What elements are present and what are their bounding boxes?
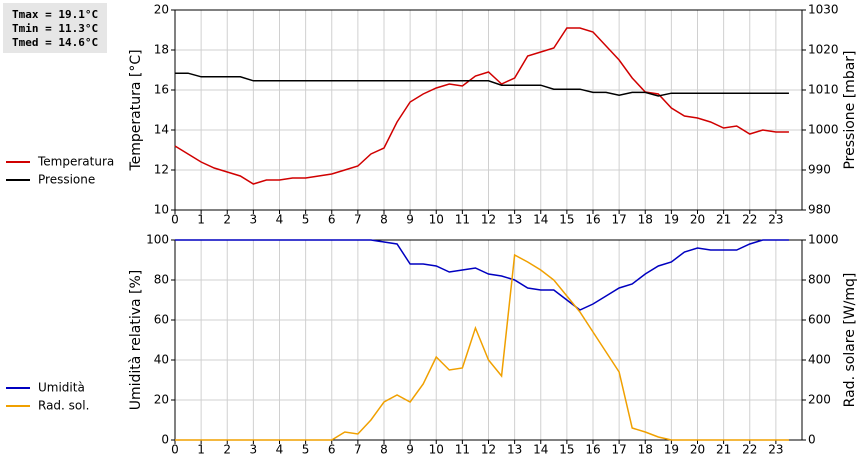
- x-tick-label: 4: [276, 443, 284, 457]
- x-tick-label: 3: [250, 443, 258, 457]
- x-tick-label: 5: [302, 443, 310, 457]
- x-tick-label: 21: [716, 213, 731, 227]
- y2-tick-label: 0: [808, 433, 816, 447]
- x-tick-label: 17: [611, 443, 626, 457]
- info-box: [3, 3, 107, 53]
- y-tick-label: 10: [154, 203, 169, 217]
- y2-tick-label: 1020: [808, 43, 839, 57]
- y2-axis-label: Rad. solare [W/mq]: [842, 273, 858, 408]
- x-tick-label: 18: [638, 213, 653, 227]
- y-axis-label: Temperatura [°C]: [128, 49, 144, 171]
- y-tick-label: 12: [154, 163, 169, 177]
- y2-tick-label: 800: [808, 273, 831, 287]
- y-tick-label: 20: [154, 3, 169, 17]
- x-tick-label: 15: [559, 443, 574, 457]
- x-tick-label: 20: [690, 213, 705, 227]
- plot-frame: [174, 239, 803, 441]
- x-tick-label: 19: [664, 443, 679, 457]
- x-tick-label: 13: [507, 213, 522, 227]
- x-tick-label: 10: [429, 443, 444, 457]
- x-tick-label: 8: [380, 443, 388, 457]
- x-tick-label: 8: [380, 213, 388, 227]
- y2-axis-label: Pressione [mbar]: [842, 50, 858, 169]
- x-tick-label: 9: [406, 213, 414, 227]
- annotation: Tmed = 14.6°C: [12, 36, 98, 49]
- series-line: [175, 253, 789, 441]
- y2-tick-label: 1010: [808, 83, 839, 97]
- x-tick-label: 16: [585, 443, 600, 457]
- y2-tick-label: 1000: [808, 233, 839, 247]
- y-tick-label: 60: [154, 313, 169, 327]
- y2-tick-label: 990: [808, 163, 831, 177]
- x-tick-label: 22: [742, 213, 757, 227]
- x-tick-label: 23: [768, 443, 783, 457]
- x-tick-label: 11: [455, 213, 470, 227]
- x-tick-label: 7: [354, 213, 362, 227]
- x-tick-label: 14: [533, 213, 548, 227]
- x-tick-label: 0: [171, 213, 179, 227]
- x-tick-label: 12: [481, 213, 496, 227]
- y-tick-label: 100: [146, 233, 169, 247]
- x-tick-label: 21: [716, 443, 731, 457]
- x-tick-label: 20: [690, 443, 705, 457]
- x-tick-label: 6: [328, 443, 336, 457]
- y2-tick-label: 980: [808, 203, 831, 217]
- x-tick-label: 12: [481, 443, 496, 457]
- series-line: [175, 72, 789, 97]
- x-tick-label: 2: [223, 443, 231, 457]
- y2-tick-label: 400: [808, 353, 831, 367]
- y2-tick-label: 200: [808, 393, 831, 407]
- annotation: Tmax = 19.1°C: [12, 8, 98, 21]
- plot-frame: [174, 9, 803, 211]
- y-tick-label: 0: [161, 433, 169, 447]
- x-tick-label: 4: [276, 213, 284, 227]
- y2-tick-label: 1000: [808, 123, 839, 137]
- x-tick-label: 22: [742, 443, 757, 457]
- x-tick-label: 15: [559, 213, 574, 227]
- y-tick-label: 40: [154, 353, 169, 367]
- x-tick-label: 7: [354, 443, 362, 457]
- series-line: [175, 239, 789, 311]
- x-tick-label: 13: [507, 443, 522, 457]
- y-tick-label: 80: [154, 273, 169, 287]
- legend-label: Umidità: [38, 381, 85, 395]
- x-tick-label: 1: [197, 213, 205, 227]
- x-tick-label: 3: [250, 213, 258, 227]
- x-tick-label: 9: [406, 443, 414, 457]
- y-axis-label: Umidità relativa [%]: [128, 270, 144, 411]
- annotation: Tmin = 11.3°C: [12, 22, 98, 35]
- x-tick-label: 10: [429, 213, 444, 227]
- y-tick-label: 16: [154, 83, 169, 97]
- x-tick-label: 5: [302, 213, 310, 227]
- x-tick-label: 19: [664, 213, 679, 227]
- legend-label: Rad. sol.: [38, 399, 89, 413]
- y2-tick-label: 600: [808, 313, 831, 327]
- x-tick-label: 18: [638, 443, 653, 457]
- y-tick-label: 20: [154, 393, 169, 407]
- x-tick-label: 2: [223, 213, 231, 227]
- legend-label: Pressione: [38, 173, 95, 187]
- x-tick-label: 23: [768, 213, 783, 227]
- x-tick-label: 0: [171, 443, 179, 457]
- y-tick-label: 18: [154, 43, 169, 57]
- x-tick-label: 16: [585, 213, 600, 227]
- x-tick-label: 14: [533, 443, 548, 457]
- y2-tick-label: 1030: [808, 3, 839, 17]
- x-tick-label: 11: [455, 443, 470, 457]
- legend-label: Temperatura: [37, 155, 114, 169]
- series-line: [174, 27, 789, 185]
- x-tick-label: 17: [611, 213, 626, 227]
- x-tick-label: 6: [328, 213, 336, 227]
- x-tick-label: 1: [197, 443, 205, 457]
- y-tick-label: 14: [154, 123, 169, 137]
